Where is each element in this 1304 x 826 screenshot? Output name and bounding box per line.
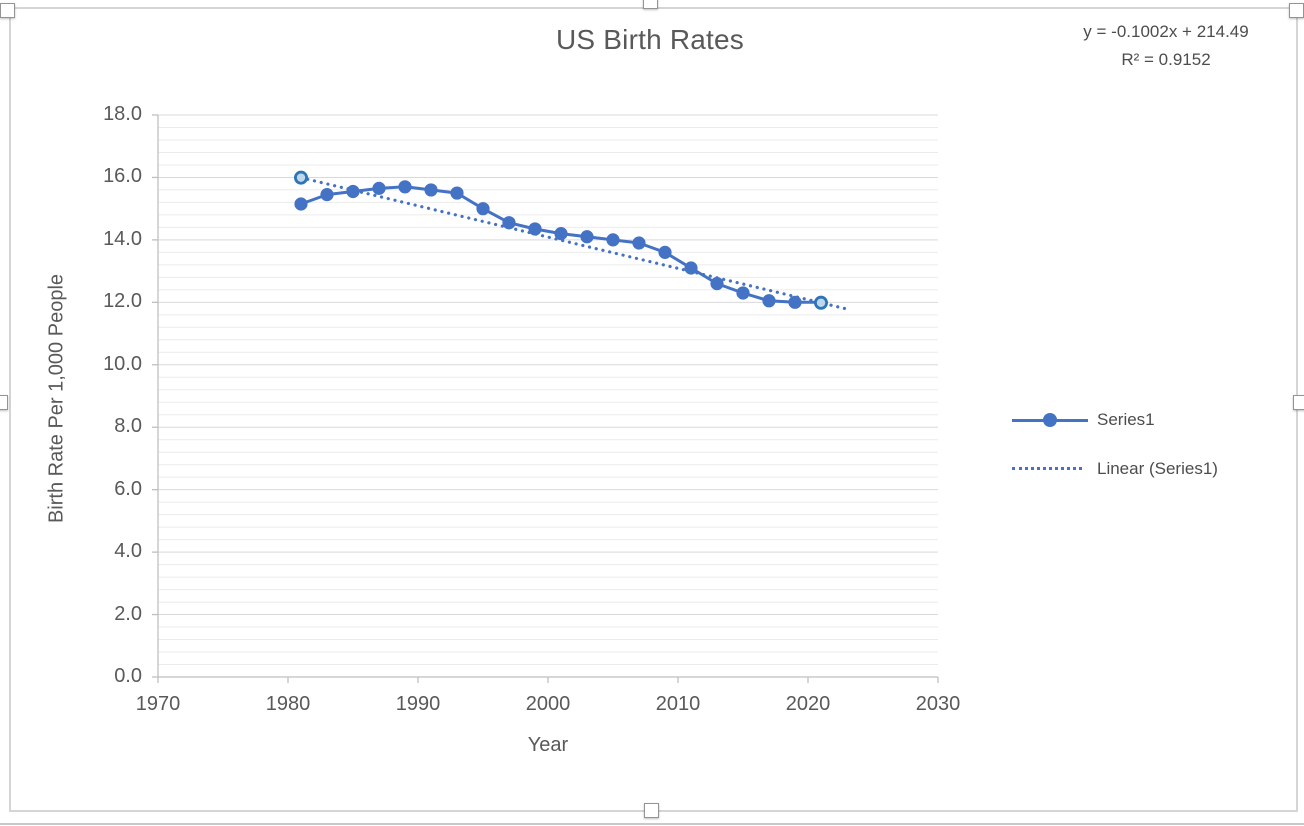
linear-series1-swatch-icon [1012,461,1088,477]
y-tick-label: 8.0 [114,415,142,438]
x-tick-label: 2020 [785,693,831,715]
series1-marker[interactable] [606,233,620,247]
resize-handle-left-middle[interactable] [0,395,8,410]
series1-marker[interactable] [658,245,672,259]
y-tick-label: 10.0 [103,352,142,375]
y-tick-label: 0.0 [114,665,142,687]
series1-marker[interactable] [346,184,360,199]
series1-marker[interactable] [632,236,646,250]
y-tick-label: 6.0 [114,477,142,500]
resize-handle-top-center[interactable] [643,0,658,9]
resize-handle-top-left[interactable] [0,3,15,18]
y-tick-label: 4.0 [114,540,142,563]
series1-marker[interactable] [450,186,464,200]
y-tick-label: 18.0 [103,103,142,125]
y-tick-label: 16.0 [103,165,142,188]
x-axis-title[interactable]: Year [527,734,569,756]
trendline-r-squared: R² = 0.9152 [1121,50,1211,69]
series1-marker[interactable] [372,181,386,195]
trendline-endpoint-marker[interactable] [293,170,308,185]
series1-marker[interactable] [580,230,594,244]
legend-label-series1: Series1 [1097,410,1155,429]
trendline-endpoint-marker[interactable] [814,295,829,310]
chart-legend[interactable]: Series1 Linear (Series1) [1012,404,1297,502]
trendline-dotted[interactable] [299,176,849,311]
legend-entry-linear-series1[interactable]: Linear (Series1) [1012,453,1297,485]
x-tick-label: 2030 [915,693,961,715]
legend-entry-series1[interactable]: Series1 [1012,404,1297,436]
y-tick-label: 12.0 [103,290,142,313]
series1-marker[interactable] [320,188,334,202]
y-axis-title[interactable]: Birth Rate Per 1,000 People [45,273,68,524]
y-tick-label: 14.0 [103,227,142,250]
series1-marker[interactable] [294,197,308,211]
series1-marker[interactable] [398,180,412,194]
series1-marker[interactable] [710,277,724,291]
series1-marker[interactable] [502,216,516,230]
x-tick-label: 1970 [135,693,181,715]
series1-swatch-icon [1012,412,1088,428]
x-tick-label: 2010 [655,693,701,715]
series1-marker[interactable] [554,227,568,241]
series1-marker[interactable] [424,183,438,197]
chart-border [9,7,1298,812]
trendline-equation: y = -0.1002x + 214.49 [1083,22,1249,41]
y-tick-label: 2.0 [114,602,142,625]
x-tick-label: 2000 [525,693,571,715]
chart-title[interactable]: US Birth Rates [556,24,744,55]
resize-handle-bottom-center[interactable] [644,803,659,818]
series1-marker[interactable] [788,295,802,309]
legend-label-linear-series1: Linear (Series1) [1097,459,1218,478]
series1-marker[interactable] [736,286,750,300]
trendline-label[interactable]: y = -0.1002x + 214.49 R² = 0.9152 [1036,18,1296,74]
series1-marker[interactable] [762,294,776,308]
series1-marker[interactable] [476,202,490,216]
x-tick-label: 1990 [395,693,441,715]
resize-handle-right-middle[interactable] [1293,395,1304,410]
series1-marker[interactable] [684,261,698,275]
series1-marker[interactable] [528,222,542,236]
resize-handle-top-right[interactable] [1289,3,1304,18]
x-tick-label: 1980 [265,693,311,715]
sheet-divider-line [0,823,1304,825]
